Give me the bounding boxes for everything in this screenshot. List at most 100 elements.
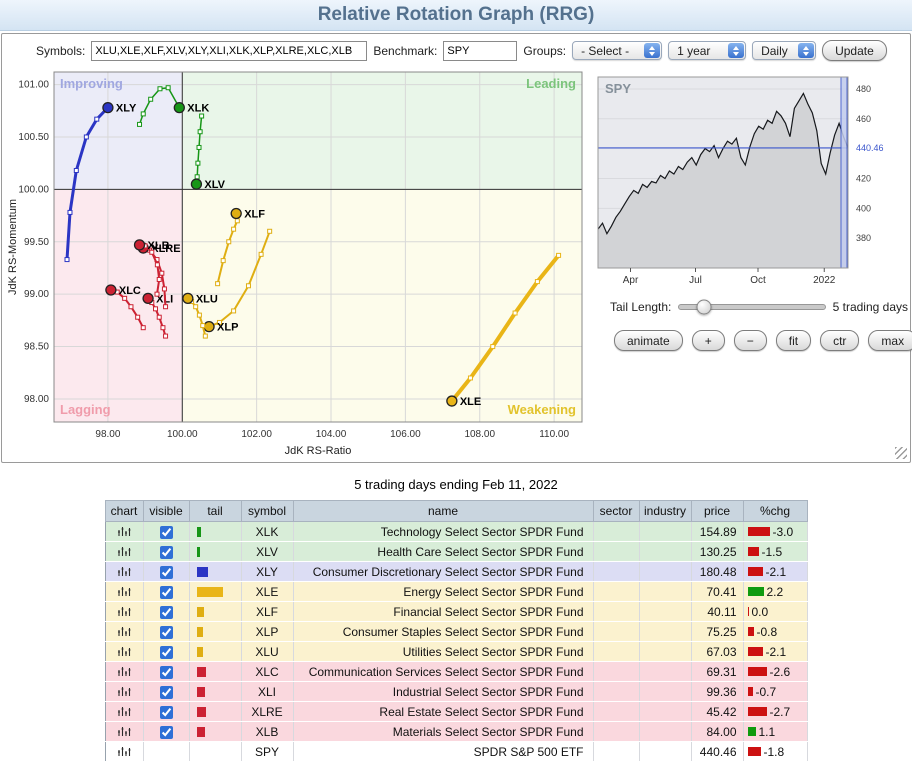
table-header-row: chartvisibletailsymbolnamesectorindustry… <box>105 501 807 522</box>
visible-checkbox[interactable] <box>160 586 173 599</box>
table-row-xli[interactable]: XLI Industrial Select Sector SPDR Fund 9… <box>105 682 807 702</box>
table-row-xlb[interactable]: XLB Materials Select Sector SPDR Fund 84… <box>105 722 807 742</box>
name-cell: Industrial Select Sector SPDR Fund <box>293 682 593 702</box>
column-header-price: price <box>691 501 743 522</box>
groups-select[interactable]: - Select - <box>572 41 662 60</box>
frequency-select[interactable]: Daily <box>752 41 816 60</box>
panel-body: 98.00100.00102.00104.00106.00108.00110.0… <box>2 64 910 458</box>
chg-cell: 0.0 <box>743 602 807 622</box>
svg-text:99.50: 99.50 <box>24 237 49 248</box>
fit-button[interactable]: fit <box>776 330 811 351</box>
visible-checkbox[interactable] <box>160 526 173 539</box>
animate-button[interactable]: animate <box>614 330 683 351</box>
svg-text:104.00: 104.00 <box>316 429 347 440</box>
tail-swatch <box>197 607 204 617</box>
chg-bar <box>748 647 763 656</box>
column-header-name: name <box>293 501 593 522</box>
table-row-xlp[interactable]: XLP Consumer Staples Select Sector SPDR … <box>105 622 807 642</box>
industry-cell <box>639 562 691 582</box>
visible-checkbox[interactable] <box>160 626 173 639</box>
column-header-sector: sector <box>593 501 639 522</box>
chg-cell: 1.1 <box>743 722 807 742</box>
chart-icon[interactable] <box>117 684 132 697</box>
resize-handle[interactable] <box>895 447 907 459</box>
chg-cell: -0.8 <box>743 622 807 642</box>
max-button[interactable]: max <box>868 330 912 351</box>
rrg-chart[interactable]: 98.00100.00102.00104.00106.00108.00110.0… <box>4 66 592 458</box>
tail-length-slider-thumb[interactable] <box>697 300 712 315</box>
svg-text:Jul: Jul <box>689 275 702 286</box>
chg-cell: -0.7 <box>743 682 807 702</box>
chart-icon[interactable] <box>117 724 132 737</box>
chart-icon[interactable] <box>117 624 132 637</box>
industry-cell <box>639 682 691 702</box>
chart-icon[interactable] <box>117 744 132 757</box>
svg-text:400: 400 <box>856 203 871 213</box>
table-row-xlf[interactable]: XLF Financial Select Sector SPDR Fund 40… <box>105 602 807 622</box>
visible-checkbox[interactable] <box>160 726 173 739</box>
svg-text:100.00: 100.00 <box>167 429 198 440</box>
chg-value: -0.8 <box>757 625 778 639</box>
svg-text:102.00: 102.00 <box>241 429 272 440</box>
visible-checkbox[interactable] <box>160 606 173 619</box>
table-row-xlv[interactable]: XLV Health Care Select Sector SPDR Fund … <box>105 542 807 562</box>
visible-checkbox[interactable] <box>160 706 173 719</box>
chart-icon[interactable] <box>117 564 132 577</box>
benchmark-chart[interactable]: 380400420460480440.46AprJulOct2022SPY <box>596 72 904 288</box>
svg-text:480: 480 <box>856 84 871 94</box>
chart-icon[interactable] <box>117 544 132 557</box>
chart-icon[interactable] <box>117 584 132 597</box>
symbols-input[interactable] <box>91 41 367 61</box>
industry-cell <box>639 582 691 602</box>
column-header-symbol: symbol <box>241 501 293 522</box>
price-cell: 45.42 <box>691 702 743 722</box>
ctr-button[interactable]: ctr <box>820 330 859 351</box>
zoom-in-button[interactable]: + <box>692 330 725 351</box>
chg-value: -2.7 <box>770 705 791 719</box>
svg-text:XLE: XLE <box>460 396 481 408</box>
chart-icon[interactable] <box>117 644 132 657</box>
chart-icon[interactable] <box>117 604 132 617</box>
chart-icon[interactable] <box>117 704 132 717</box>
table-row-xlc[interactable]: XLC Communication Services Select Sector… <box>105 662 807 682</box>
svg-text:Improving: Improving <box>60 76 123 91</box>
table-row-xlre[interactable]: XLRE Real Estate Select Sector SPDR Fund… <box>105 702 807 722</box>
industry-cell <box>639 662 691 682</box>
period-select[interactable]: 1 year <box>668 41 746 60</box>
chg-cell: -1.8 <box>743 742 807 762</box>
industry-cell <box>639 702 691 722</box>
visible-checkbox[interactable] <box>160 666 173 679</box>
svg-text:XLP: XLP <box>217 322 238 334</box>
table-row-xlk[interactable]: XLK Technology Select Sector SPDR Fund 1… <box>105 522 807 542</box>
industry-cell <box>639 602 691 622</box>
chg-cell: -1.5 <box>743 542 807 562</box>
visible-checkbox[interactable] <box>160 566 173 579</box>
update-button[interactable]: Update <box>822 40 887 61</box>
industry-cell <box>639 642 691 662</box>
table-row-xlu[interactable]: XLU Utilities Select Sector SPDR Fund 67… <box>105 642 807 662</box>
benchmark-label: Benchmark: <box>373 44 437 58</box>
chg-value: 0.0 <box>752 605 769 619</box>
tail-swatch <box>197 567 208 577</box>
sector-cell <box>593 742 639 762</box>
page-header: Relative Rotation Graph (RRG) <box>0 0 912 31</box>
visible-checkbox[interactable] <box>160 546 173 559</box>
groups-label: Groups: <box>523 44 566 58</box>
sector-cell <box>593 522 639 542</box>
visible-checkbox[interactable] <box>160 686 173 699</box>
svg-text:99.00: 99.00 <box>24 289 49 300</box>
table-row-xly[interactable]: XLY Consumer Discretionary Select Sector… <box>105 562 807 582</box>
tail-length-slider[interactable] <box>678 304 825 310</box>
chart-icon[interactable] <box>117 524 132 537</box>
chart-icon[interactable] <box>117 664 132 677</box>
table-row-xle[interactable]: XLE Energy Select Sector SPDR Fund 70.41… <box>105 582 807 602</box>
svg-text:106.00: 106.00 <box>390 429 421 440</box>
benchmark-input[interactable] <box>443 41 517 61</box>
table-row-spy[interactable]: SPY SPDR S&P 500 ETF 440.46 -1.8 <box>105 742 807 762</box>
chg-value: -1.5 <box>762 545 783 559</box>
visible-checkbox[interactable] <box>160 646 173 659</box>
symbol-cell: XLE <box>241 582 293 602</box>
tail-swatch <box>197 627 203 637</box>
svg-text:380: 380 <box>856 233 871 243</box>
zoom-out-button[interactable]: − <box>734 330 767 351</box>
